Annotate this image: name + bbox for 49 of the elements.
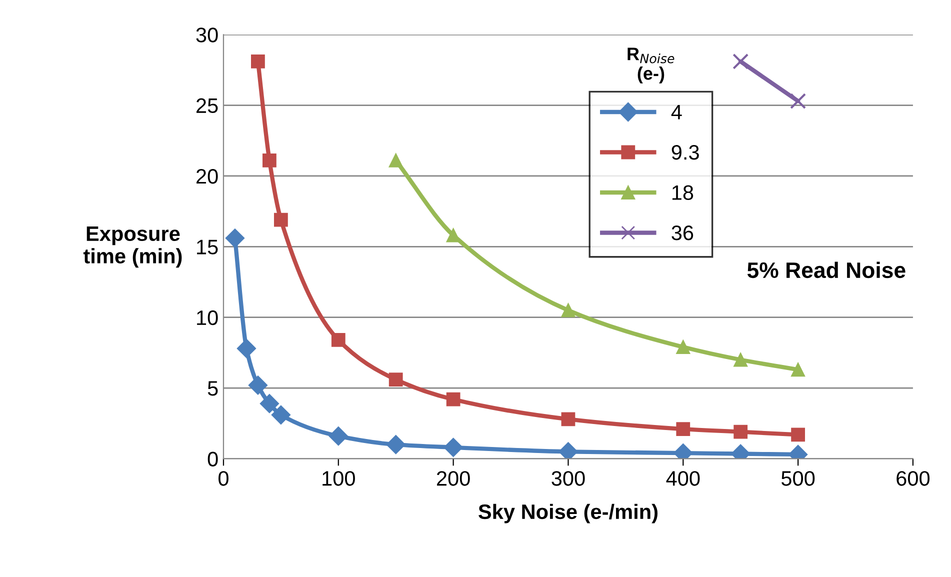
point bbox=[790, 93, 806, 110]
x-tick-label: 300 bbox=[552, 471, 585, 486]
legend-label: 4 bbox=[671, 104, 682, 120]
point bbox=[791, 362, 805, 377]
point bbox=[331, 333, 346, 347]
point bbox=[558, 442, 578, 459]
y-tick-label: 10 bbox=[197, 310, 218, 326]
annotation: 5% Read Noise bbox=[747, 262, 906, 278]
point bbox=[236, 338, 256, 358]
legend-title: R$_{Noise}$ (e-) bbox=[628, 48, 674, 84]
point bbox=[791, 428, 805, 442]
point bbox=[734, 424, 748, 439]
point bbox=[260, 394, 279, 414]
y-tick-label: 15 bbox=[197, 240, 218, 254]
point bbox=[328, 426, 348, 446]
point bbox=[248, 376, 268, 395]
point bbox=[388, 372, 403, 386]
point bbox=[271, 405, 290, 424]
legend-label: 18 bbox=[672, 185, 694, 200]
legend-label: 36 bbox=[672, 226, 694, 240]
x-tick-label: 200 bbox=[436, 471, 470, 486]
point bbox=[676, 422, 690, 436]
point bbox=[734, 352, 748, 367]
point bbox=[446, 392, 460, 406]
x-tick-label: 0 bbox=[218, 471, 228, 486]
y-tick-label: 20 bbox=[196, 168, 218, 184]
x-tick-label: 500 bbox=[782, 471, 815, 486]
x-tick-label: 400 bbox=[666, 471, 700, 486]
y-axis-title: Exposure time (min) bbox=[83, 226, 182, 268]
point bbox=[561, 303, 576, 318]
point bbox=[251, 54, 265, 68]
point bbox=[262, 153, 276, 168]
point bbox=[388, 153, 403, 168]
x-tick-label: 100 bbox=[322, 471, 355, 486]
point bbox=[732, 53, 749, 70]
point bbox=[676, 340, 690, 354]
legend-label: 9.3 bbox=[672, 144, 699, 160]
y-tick-label: 0 bbox=[208, 452, 218, 466]
x-tick-label: 600 bbox=[896, 471, 930, 486]
point bbox=[561, 412, 576, 426]
point bbox=[444, 438, 463, 457]
y-tick-label: 30 bbox=[196, 28, 218, 42]
point bbox=[386, 435, 406, 454]
point bbox=[274, 212, 288, 227]
point bbox=[446, 228, 460, 242]
x-axis-title: Sky Noise (e-/min) bbox=[478, 504, 658, 524]
point bbox=[225, 228, 245, 248]
y-tick-label: 5 bbox=[208, 381, 218, 396]
y-tick-label: 25 bbox=[196, 98, 218, 114]
